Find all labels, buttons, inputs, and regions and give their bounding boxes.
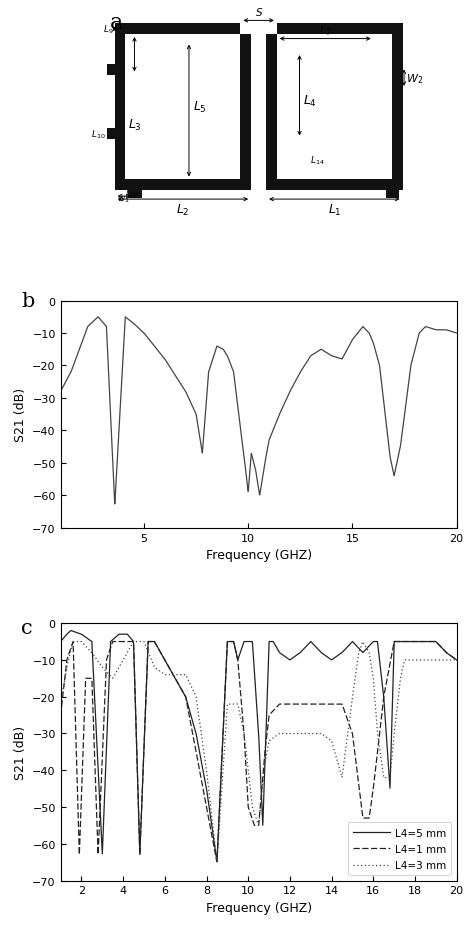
Bar	[277, 53, 288, 150]
L4=5 mm	[227, 636, 233, 647]
L4=1 mm	[210, 833, 215, 844]
Bar	[386, 191, 399, 198]
L4=3 mm	[454, 654, 459, 666]
Bar	[277, 43, 374, 53]
Bar	[277, 35, 392, 180]
L4=3 mm	[58, 699, 63, 710]
L4=3 mm	[227, 699, 233, 710]
L4=1 mm	[446, 649, 452, 660]
Text: $W_2$: $W_2$	[405, 71, 423, 85]
L4=5 mm	[103, 757, 109, 768]
Text: $L_4$: $L_4$	[303, 94, 317, 109]
Bar	[115, 24, 251, 191]
L4=1 mm	[227, 636, 233, 647]
Text: $L_2$: $L_2$	[176, 203, 190, 218]
L4=3 mm	[210, 819, 215, 830]
L4=5 mm	[454, 654, 459, 666]
Legend: L4=5 mm, L4=1 mm, L4=3 mm: L4=5 mm, L4=1 mm, L4=3 mm	[348, 822, 452, 875]
Bar	[377, 57, 403, 100]
Bar	[266, 24, 403, 191]
Text: $L_{14}$: $L_{14}$	[310, 155, 325, 167]
Bar	[125, 35, 240, 180]
Bar	[240, 24, 251, 35]
L4=3 mm	[404, 654, 409, 666]
L4=3 mm	[446, 654, 452, 666]
L4=1 mm	[454, 654, 459, 666]
Y-axis label: S21 (dB): S21 (dB)	[14, 725, 27, 779]
L4=1 mm	[404, 636, 409, 647]
L4=3 mm	[103, 666, 109, 677]
L4=5 mm	[404, 636, 409, 647]
Text: $L_9$: $L_9$	[103, 23, 113, 36]
L4=1 mm	[110, 636, 116, 647]
Text: $L_{11}$: $L_{11}$	[125, 188, 138, 201]
L4=5 mm	[58, 636, 63, 647]
L4=3 mm	[214, 857, 220, 868]
Text: b: b	[21, 292, 34, 311]
Bar	[174, 43, 185, 180]
Text: $L_1$: $L_1$	[328, 203, 341, 218]
Text: $L_3$: $L_3$	[128, 118, 141, 133]
L4=5 mm	[210, 826, 215, 837]
L4=1 mm	[214, 857, 220, 868]
Bar	[277, 139, 307, 150]
Text: c: c	[21, 618, 33, 637]
L4=3 mm	[127, 643, 132, 654]
L4=5 mm	[446, 649, 452, 660]
Text: $L_5$: $L_5$	[192, 100, 206, 115]
Text: $S$: $S$	[254, 6, 263, 19]
Line: L4=5 mm: L4=5 mm	[61, 630, 457, 862]
L4=1 mm	[103, 671, 109, 682]
Bar	[129, 191, 142, 198]
Bar	[107, 129, 115, 140]
Bar	[125, 129, 137, 140]
L4=1 mm	[58, 710, 63, 721]
Text: $w_1$: $w_1$	[116, 194, 130, 204]
Text: a: a	[110, 12, 123, 34]
Bar	[125, 65, 137, 76]
L4=5 mm	[214, 857, 220, 868]
L4=3 mm	[70, 636, 76, 647]
Text: $L_7$: $L_7$	[319, 24, 331, 38]
Bar	[144, 86, 154, 180]
Text: $L_{10}$: $L_{10}$	[91, 128, 106, 141]
Bar	[125, 75, 185, 86]
L4=1 mm	[127, 636, 132, 647]
L4=5 mm	[127, 631, 132, 642]
L4=5 mm	[68, 625, 74, 636]
Line: L4=3 mm: L4=3 mm	[61, 641, 457, 862]
Bar	[377, 68, 392, 90]
X-axis label: Frequency (GHZ): Frequency (GHZ)	[206, 549, 312, 562]
Bar	[266, 24, 277, 35]
Y-axis label: S21 (dB): S21 (dB)	[14, 387, 27, 442]
Bar	[107, 65, 115, 76]
X-axis label: Frequency (GHZ): Frequency (GHZ)	[206, 901, 312, 914]
Line: L4=1 mm: L4=1 mm	[61, 641, 457, 862]
